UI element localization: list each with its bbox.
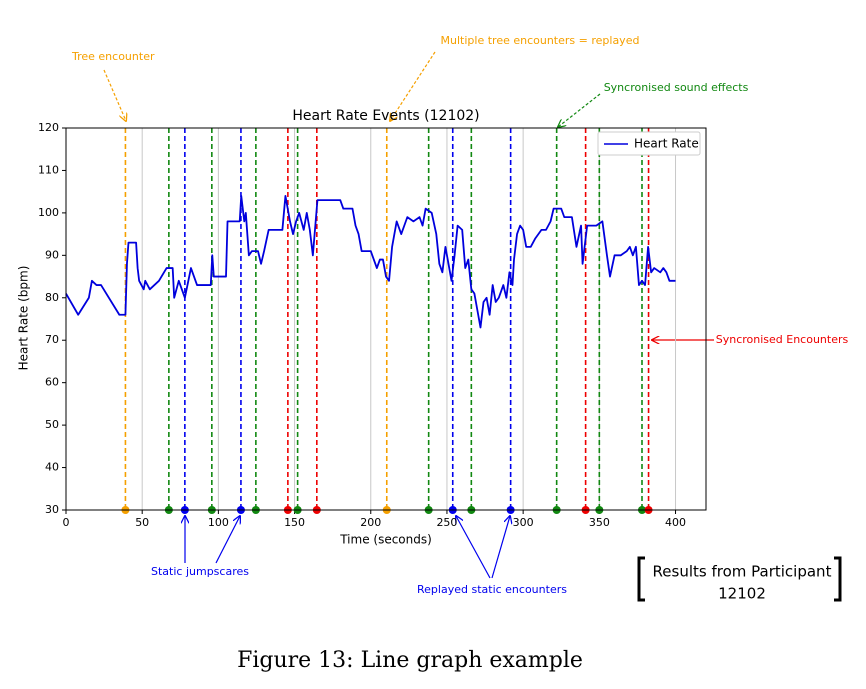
x-axis-label: Time (seconds): [339, 533, 432, 547]
plot: 0 50 100 150 200 250 300 350 400 30 40 50 60 70 80 90 10…: [38, 121, 707, 529]
x-tick-label: 0: [63, 516, 70, 529]
arrow: [390, 51, 436, 121]
y-tick-label: 110: [38, 163, 59, 176]
chart-title: Heart Rate Events (12102): [292, 108, 479, 124]
annotation: Syncronised sound effects: [604, 81, 749, 94]
y-axis-label: Heart Rate (bpm): [17, 266, 31, 371]
y-tick-label: 30: [45, 503, 59, 516]
results-id: 12102: [718, 585, 766, 603]
y-tick-label: 120: [38, 121, 59, 134]
x-tick-label: 250: [436, 516, 457, 529]
annotation: Tree encounter: [71, 50, 155, 63]
x-tick-label: 400: [665, 516, 686, 529]
line: [65, 195, 676, 329]
x-tick-label: 200: [360, 516, 381, 529]
arrow: [215, 516, 240, 564]
annotation: Replayed static encounters: [417, 583, 567, 596]
legend-label: Heart Rate: [634, 137, 699, 151]
annotation: Syncronised Encounters: [716, 333, 849, 346]
arrow: [491, 516, 510, 579]
legend-box: [597, 131, 701, 156]
y-tick-label: 70: [45, 333, 59, 346]
arrows: [103, 51, 714, 579]
annotation: Multiple tree encounters = replayed: [441, 34, 640, 47]
x-tick-label: 150: [284, 516, 305, 529]
x-tick-label: 50: [135, 516, 149, 529]
x-tick-label: 300: [513, 516, 534, 529]
results-title: Results from Participant: [653, 563, 832, 581]
bracket: [637, 556, 842, 602]
x-tick-label: 100: [208, 516, 229, 529]
arrow: [558, 93, 601, 127]
y-tick-label: 100: [38, 206, 59, 219]
y-tick-label: 90: [45, 248, 59, 261]
plot-frame: [65, 127, 707, 511]
y-tick-label: 40: [45, 461, 59, 474]
y-tick-label: 50: [45, 418, 59, 431]
caption: Figure 13: Line graph example: [237, 648, 583, 673]
arrow: [103, 69, 126, 121]
y-tick-label: 60: [45, 376, 59, 389]
annotation: Static jumpscares: [151, 565, 249, 578]
arrow: [456, 516, 491, 579]
x-tick-label: 350: [589, 516, 610, 529]
y-tick-label: 80: [45, 291, 59, 304]
